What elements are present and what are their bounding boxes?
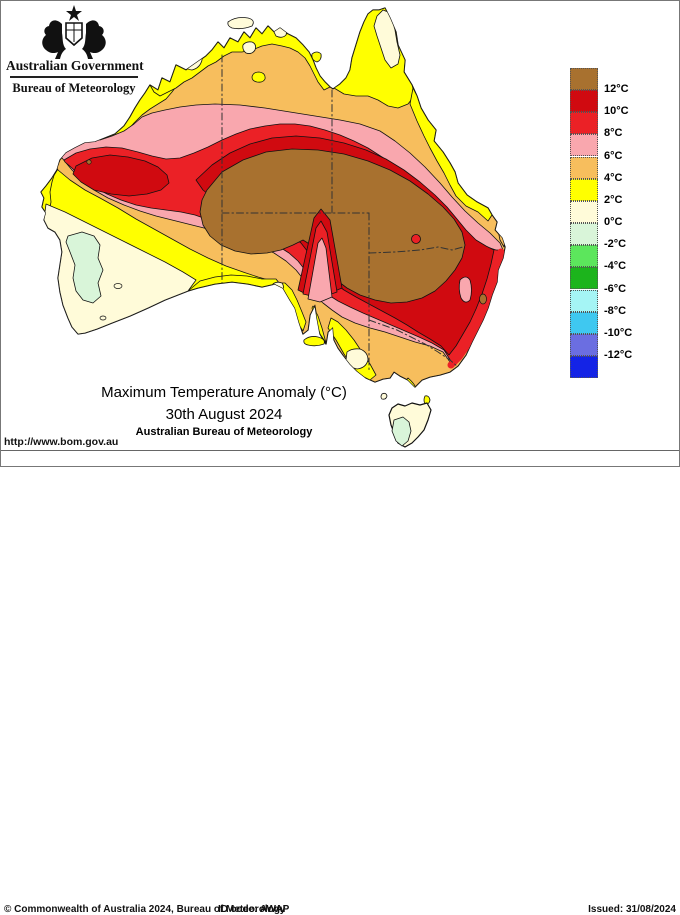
legend-label: -2°C <box>604 238 627 251</box>
legend-label: 0°C <box>604 216 623 229</box>
legend-label: 10°C <box>604 105 629 118</box>
legend-swatch <box>570 200 598 223</box>
legend-swatch <box>570 90 598 113</box>
legend-swatch <box>570 178 598 201</box>
legend-label: -12°C <box>604 348 633 361</box>
legend-swatch <box>570 311 598 334</box>
legend-swatch <box>570 355 598 378</box>
coat-of-arms-icon <box>42 5 106 59</box>
legend-label: 2°C <box>604 193 623 206</box>
kangaroo-icon <box>42 20 66 59</box>
legend-swatch <box>570 134 598 157</box>
footer-strip: © Commonwealth of Australia 2024, Bureau… <box>0 451 680 915</box>
legend-swatch <box>570 333 598 356</box>
anomaly-contours <box>41 8 505 387</box>
legend-swatch <box>570 68 598 90</box>
star-icon <box>66 5 82 21</box>
footer-divider <box>0 450 680 451</box>
map-source: Australian Bureau of Meteorology <box>135 426 313 438</box>
legend-swatch <box>570 267 598 290</box>
legend-label: 12°C <box>604 83 629 96</box>
issued-date: Issued: 31/08/2024 <box>588 904 676 915</box>
map-title-block: Maximum Temperature Anomaly (°C) 30th Au… <box>64 384 384 438</box>
islands <box>227 17 432 448</box>
legend-label: 8°C <box>604 127 623 140</box>
emu-icon <box>82 20 106 59</box>
bom-url: http://www.bom.gov.au <box>4 436 119 448</box>
bureau-title: Bureau of Meteorology <box>12 81 136 95</box>
legend-label: -4°C <box>604 260 627 273</box>
legend-label: -10°C <box>604 326 633 339</box>
legend-swatch <box>570 156 598 179</box>
legend-label: 6°C <box>604 149 623 162</box>
legend-swatch <box>570 223 598 246</box>
map-date: 30th August 2024 <box>165 406 283 423</box>
anomaly-map <box>40 7 506 448</box>
shield-icon <box>65 22 83 47</box>
gov-title: Australian Government <box>6 58 144 73</box>
legend-swatch <box>570 289 598 312</box>
header-divider <box>10 76 138 78</box>
government-header: Australian Government Bureau of Meteorol… <box>6 4 144 96</box>
legend-swatch <box>570 112 598 135</box>
map-title: Maximum Temperature Anomaly (°C) <box>101 384 347 401</box>
id-code: ID code: AWAP <box>218 904 290 915</box>
legend-label: -6°C <box>604 282 627 295</box>
legend-label: 4°C <box>604 171 623 184</box>
state-borders <box>221 54 464 373</box>
legend-swatch <box>570 245 598 268</box>
legend-label: -8°C <box>604 304 627 317</box>
